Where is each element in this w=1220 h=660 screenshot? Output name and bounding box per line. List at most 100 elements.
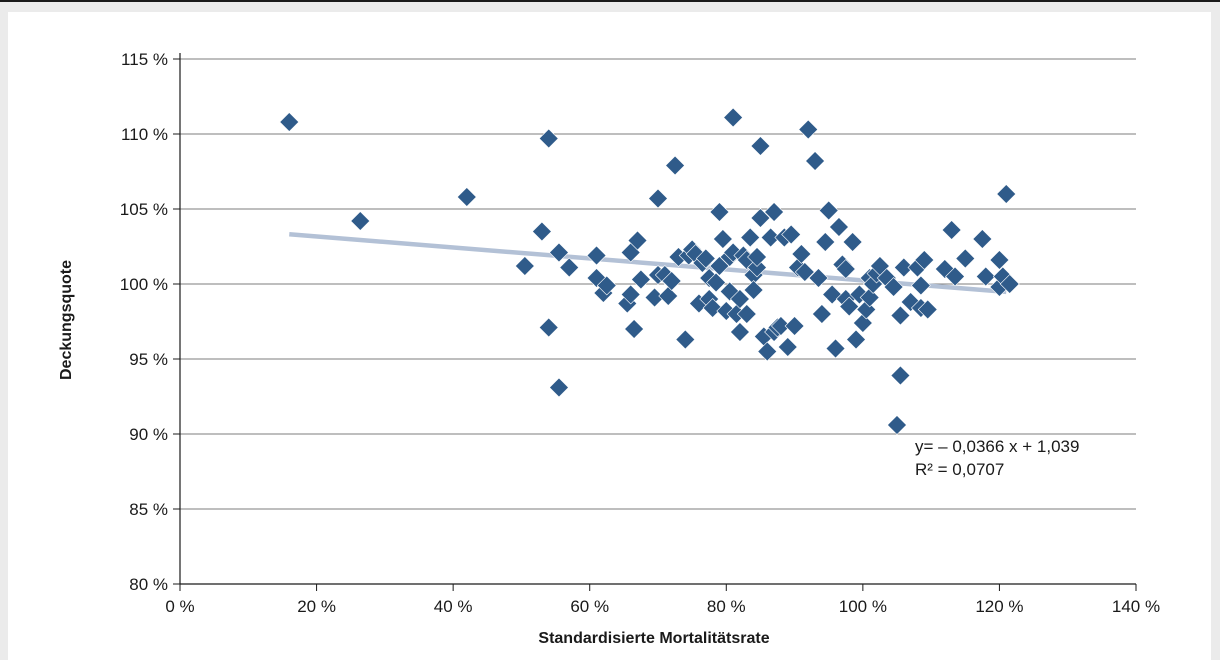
data-point [784,316,805,336]
data-point [883,277,904,297]
data-point [846,329,866,350]
data-point [279,112,300,132]
y-tick-label: 90 % [129,425,168,444]
data-point [914,250,935,270]
data-point [890,305,911,326]
x-axis-title: Standardisierte Mortalitätsrate [538,630,769,647]
axes [173,53,1137,591]
data-point [829,217,849,237]
data-point [842,232,863,252]
data-point [805,151,825,171]
data-point [791,244,812,264]
trendline-equation: y= – 0,0366 x + 1,039 [915,437,1079,456]
data-point [706,272,726,293]
y-tick-label: 115 % [121,50,168,69]
x-tick-label: 60 % [570,597,609,616]
data-point [750,136,771,156]
data-point [815,232,836,252]
data-point [777,337,798,357]
data-point [624,319,645,339]
x-tick-label: 0 % [165,597,194,616]
y-tick-label: 110 % [121,125,168,144]
data-point [538,128,559,149]
data-point [839,296,860,317]
data-point [945,266,965,287]
data-point [852,313,873,333]
data-point [631,269,651,290]
data-point [972,229,993,249]
data-point [586,245,607,266]
data-point [538,317,559,338]
data-point [661,271,682,291]
x-tick-label: 140 % [1112,597,1160,616]
data-point [764,202,785,222]
y-tick-label: 85 % [129,500,168,519]
x-tick-label: 20 % [297,597,336,616]
data-point [531,221,552,242]
data-point [999,274,1020,294]
data-point [811,304,832,324]
data-point [941,220,962,240]
data-point [702,298,723,318]
data-point [665,155,685,176]
data-point [989,250,1010,270]
data-point [627,230,648,251]
data-point [757,341,778,362]
data-point [770,316,791,336]
data-point [781,224,802,245]
data-point [743,280,764,300]
data-point [350,211,371,231]
data-point [835,259,856,279]
data-point [658,286,679,306]
data-point [893,257,914,278]
data-point [559,257,580,278]
data-point [747,247,767,267]
y-axis-title: Deckungsquote [58,260,75,380]
grid-lines [180,58,1136,510]
data-point [723,107,744,128]
data-point [910,275,931,296]
data-point [955,248,976,269]
data-point [730,322,750,342]
y-tick-label: 95 % [129,350,168,369]
data-point [890,365,911,386]
data-point [712,229,733,249]
data-point [917,299,938,320]
data-point [740,227,761,248]
data-point [808,268,829,288]
x-tick-label: 80 % [707,597,746,616]
data-point [709,202,730,222]
y-tick-label: 80 % [129,575,168,594]
data-point [887,415,907,435]
x-tick-label: 40 % [434,597,473,616]
data-point [695,248,716,269]
x-tick-label: 120 % [975,597,1023,616]
trendline-r2: R² = 0,0707 [915,460,1004,479]
y-tick-label: 105 % [120,200,168,219]
data-point [794,262,815,282]
data-point [818,200,839,221]
scatter-chart: 80 % 85 % 90 % 95 % 100 % 105 % 110 % 115 % 0 % 2… [58,50,1160,647]
data-point [736,304,757,324]
y-tick-label: 100 % [120,275,168,294]
data-point [648,188,668,209]
data-point [825,338,846,359]
data-point [620,284,641,305]
data-point [859,287,880,308]
data-point [514,256,535,276]
data-points [279,107,1020,435]
data-point [996,184,1017,204]
data-point [549,377,569,398]
data-point [747,257,767,278]
data-point [456,187,477,207]
data-point [675,329,696,350]
data-point [549,242,569,263]
data-point [760,227,781,248]
data-point [596,275,617,296]
chart-panel: 80 % 85 % 90 % 95 % 100 % 105 % 110 % 115 % 0 % 2… [8,12,1211,660]
data-point [730,289,750,309]
data-point [750,208,771,228]
data-point [975,266,996,287]
tick-labels: 80 % 85 % 90 % 95 % 100 % 105 % 110 % 115 % 0 % 2… [120,50,1160,616]
